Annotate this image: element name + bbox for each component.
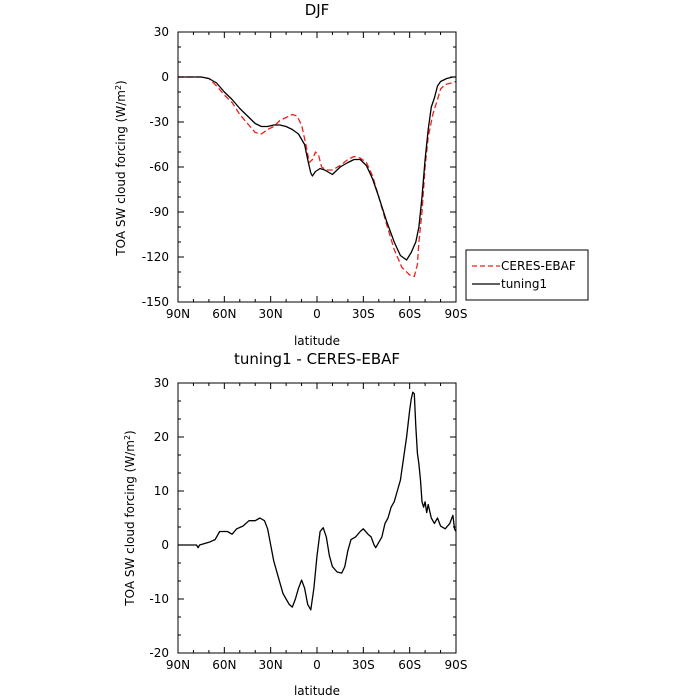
difference-y-tick-label: 0 bbox=[161, 538, 169, 552]
djf-y-axis-title: TOA SW cloud forcing (W/m2) bbox=[114, 80, 129, 256]
djf-x-tick-label: 0 bbox=[313, 307, 321, 321]
djf-x-tick-label: 30N bbox=[259, 307, 283, 321]
djf-legend: CERES-EBAF tuning1 bbox=[465, 249, 589, 301]
djf-x-tick-label: 60N bbox=[212, 307, 236, 321]
difference-y-tick-label: 20 bbox=[154, 430, 169, 444]
djf-y-tick-label: -120 bbox=[142, 250, 169, 264]
difference-x-tick-label: 60S bbox=[398, 658, 421, 672]
difference-x-axis-title: latitude bbox=[294, 684, 340, 698]
djf-y-tick-label: -90 bbox=[149, 205, 169, 219]
djf-x-tick-label: 60S bbox=[398, 307, 421, 321]
difference-y-tick-label: 10 bbox=[154, 484, 169, 498]
djf-y-tick-label: -30 bbox=[149, 115, 169, 129]
djf-ticks: 90N 60N 30N 0 30S 60S 90S 30 0 -30 -60 -90 -120 -150 bbox=[142, 25, 468, 321]
difference-x-tick-label: 90N bbox=[166, 658, 190, 672]
djf-y-tick-label: 0 bbox=[161, 70, 169, 84]
djf-plot-frame bbox=[177, 31, 457, 303]
difference-panel: tuning1 - CERES-EBAF TOA SW cloud forcin… bbox=[123, 350, 468, 698]
difference-x-tick-label: 60N bbox=[212, 658, 236, 672]
difference-x-tick-label: 0 bbox=[313, 658, 321, 672]
difference-x-tick-label: 90S bbox=[445, 658, 468, 672]
djf-x-tick-label: 30S bbox=[352, 307, 375, 321]
difference-lines bbox=[178, 391, 457, 611]
difference-y-tick-label: -20 bbox=[149, 646, 169, 660]
djf-series-line-ceres-ebaf bbox=[178, 76, 457, 278]
difference-x-tick-label: 30S bbox=[352, 658, 375, 672]
djf-x-axis-title: latitude bbox=[294, 334, 340, 348]
difference-ticks: 90N 60N 30N 0 30S 60S 90S 30 20 10 0 -10 -20 bbox=[149, 376, 467, 672]
legend-label: tuning1 bbox=[501, 277, 547, 291]
djf-y-tick-label: -60 bbox=[149, 160, 169, 174]
difference-y-tick-label: -10 bbox=[149, 592, 169, 606]
djf-y-tick-label: 30 bbox=[154, 25, 169, 39]
difference-title: tuning1 - CERES-EBAF bbox=[234, 350, 400, 368]
djf-x-tick-label: 90N bbox=[166, 307, 190, 321]
legend-box bbox=[465, 249, 589, 301]
legend-label: CERES-EBAF bbox=[501, 259, 576, 273]
djf-title: DJF bbox=[305, 1, 330, 19]
difference-y-axis-title: TOA SW cloud forcing (W/m2) bbox=[123, 430, 138, 606]
difference-y-tick-label: 30 bbox=[154, 376, 169, 390]
difference-plot-frame bbox=[177, 382, 457, 654]
djf-y-tick-label: -150 bbox=[142, 295, 169, 309]
djf-x-tick-label: 90S bbox=[445, 307, 468, 321]
djf-panel: DJF TOA SW cloud forcing (W/m2) latitude… bbox=[114, 1, 589, 348]
djf-lines bbox=[178, 76, 457, 278]
difference-series-line-0 bbox=[178, 391, 457, 611]
difference-x-tick-label: 30N bbox=[259, 658, 283, 672]
djf-series-line-tuning1 bbox=[178, 76, 456, 261]
